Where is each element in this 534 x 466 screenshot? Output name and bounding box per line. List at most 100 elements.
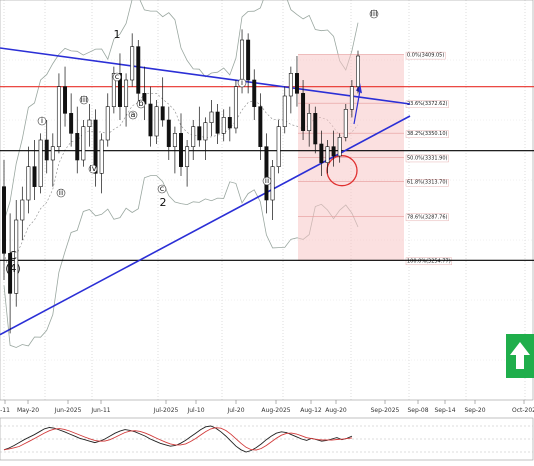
candle-up (185, 146, 190, 167)
fib-label-frame (405, 130, 449, 138)
wave-circled-iii-top-ring (369, 9, 379, 19)
wave-circled-iii-ring (79, 95, 89, 105)
candle-down (160, 106, 165, 121)
candle-up (276, 126, 281, 167)
candle-down (252, 79, 257, 107)
candle-down (294, 73, 299, 94)
wave-circled-ii-ring (56, 188, 66, 198)
candle-down (197, 126, 202, 141)
wave-label-2: 2 (160, 196, 167, 209)
fib-label-frame (405, 179, 449, 187)
wave-circled-ii-right: ii (265, 176, 269, 185)
x-tick-label: Jul-10 (186, 407, 204, 414)
wave-label-1: 1 (114, 28, 121, 41)
x-tick-label: May-20 (17, 407, 39, 414)
x-tick-label: Sep-2025 (371, 407, 400, 414)
x-tick-label: Jul-2025 (153, 407, 179, 414)
wave-circled-i-right: i (241, 78, 243, 87)
candle-up (99, 139, 104, 174)
fib-label-frame (405, 154, 449, 163)
candle-up (191, 126, 196, 147)
candle-down (136, 46, 141, 94)
candle-down (166, 119, 171, 147)
wave-circled-i: i (41, 116, 43, 125)
candle-down (246, 39, 251, 81)
candle-down (2, 186, 6, 254)
candle-down (258, 106, 263, 147)
candle-up (209, 111, 214, 123)
wave-circled-iv-ring (88, 164, 98, 174)
wave-circled-a-ring (128, 110, 138, 120)
candle-up (343, 109, 348, 138)
x-tick-label: Jun-11 (90, 407, 110, 414)
highlight-circle (326, 155, 358, 187)
candle-up (81, 126, 86, 161)
buy-arrow-glyph (510, 342, 530, 369)
candle-up (111, 73, 116, 107)
fib-label-frame (405, 213, 449, 222)
candle-up (130, 46, 135, 81)
candle-up (26, 166, 31, 201)
candles (2, 29, 360, 334)
candle-up (56, 86, 61, 147)
candle-up (154, 106, 159, 137)
wave-circled-v: c (115, 72, 119, 81)
candle-up (307, 113, 312, 131)
x-tick-label: Aug-20 (325, 407, 347, 414)
oscillator-signal-line (3, 427, 353, 451)
candle-up (203, 122, 208, 141)
wave-label-4: (4) (5, 262, 21, 275)
x-tick-label: -11 (0, 407, 10, 414)
candle-up (233, 86, 238, 129)
fib-level-label: 23.6%(3372.62) (407, 101, 448, 107)
fib-level-label: 78.6%(3287.76) (407, 214, 448, 220)
wave-circled-v-ring (112, 72, 122, 82)
middle-band (3, 93, 359, 275)
fib-level-label: 50.0%(3331.90) (407, 155, 448, 161)
candle-up (282, 95, 287, 127)
buy-arrow-icon[interactable] (506, 334, 534, 378)
candle-up (172, 133, 177, 147)
oscillator-panel (0, 417, 534, 461)
x-tick-label: Aug-2025 (261, 407, 290, 414)
upper-band (3, 0, 359, 222)
wave-circled-c: c (160, 184, 164, 193)
x-axis: -11 May-20 Jun-2025 Jun-11 Jul-2025 Jul-10 Jul… (0, 400, 534, 414)
wave-circled-b: b (138, 99, 143, 108)
price-panel-border (0, 0, 534, 401)
candle-down (148, 103, 153, 137)
oscillator-fast-line (3, 425, 353, 453)
wave-circled-i-right-ring (237, 78, 247, 88)
fib-label-frame (405, 257, 452, 266)
candle-up (105, 106, 110, 141)
candle-down (264, 146, 269, 201)
candle-up (349, 86, 354, 110)
wave-circled-b-ring (136, 99, 146, 109)
x-tick-label: Jun-2025 (54, 407, 82, 414)
wave-circled-iii: iii (81, 95, 88, 104)
candle-down (8, 253, 13, 294)
candle-up (270, 166, 275, 201)
fib-level-label: 61.8%(3313.70) (407, 180, 448, 186)
candle-down (93, 119, 98, 174)
candle-up (356, 55, 360, 87)
candle-down (215, 111, 220, 134)
candle-down (117, 73, 122, 107)
wave-circled-i-ring (37, 116, 47, 126)
candle-up (288, 73, 293, 97)
x-tick-label: Aug-12 (300, 407, 322, 414)
wave-label-c: C (9, 249, 17, 262)
candle-up (87, 119, 92, 127)
fib-level-label: 38.2%(3350.10) (407, 131, 448, 137)
descending-trendline (0, 47, 411, 105)
x-tick-label: Sep-08 (407, 407, 428, 414)
wave-circled-ii: ii (59, 188, 63, 197)
wave-circled-ii-right-ring (262, 176, 272, 186)
wave-circled-iv: iv (90, 164, 97, 173)
candle-up (50, 146, 55, 161)
wave-circled-iii-top: iii (371, 9, 378, 18)
candle-down (301, 93, 306, 131)
